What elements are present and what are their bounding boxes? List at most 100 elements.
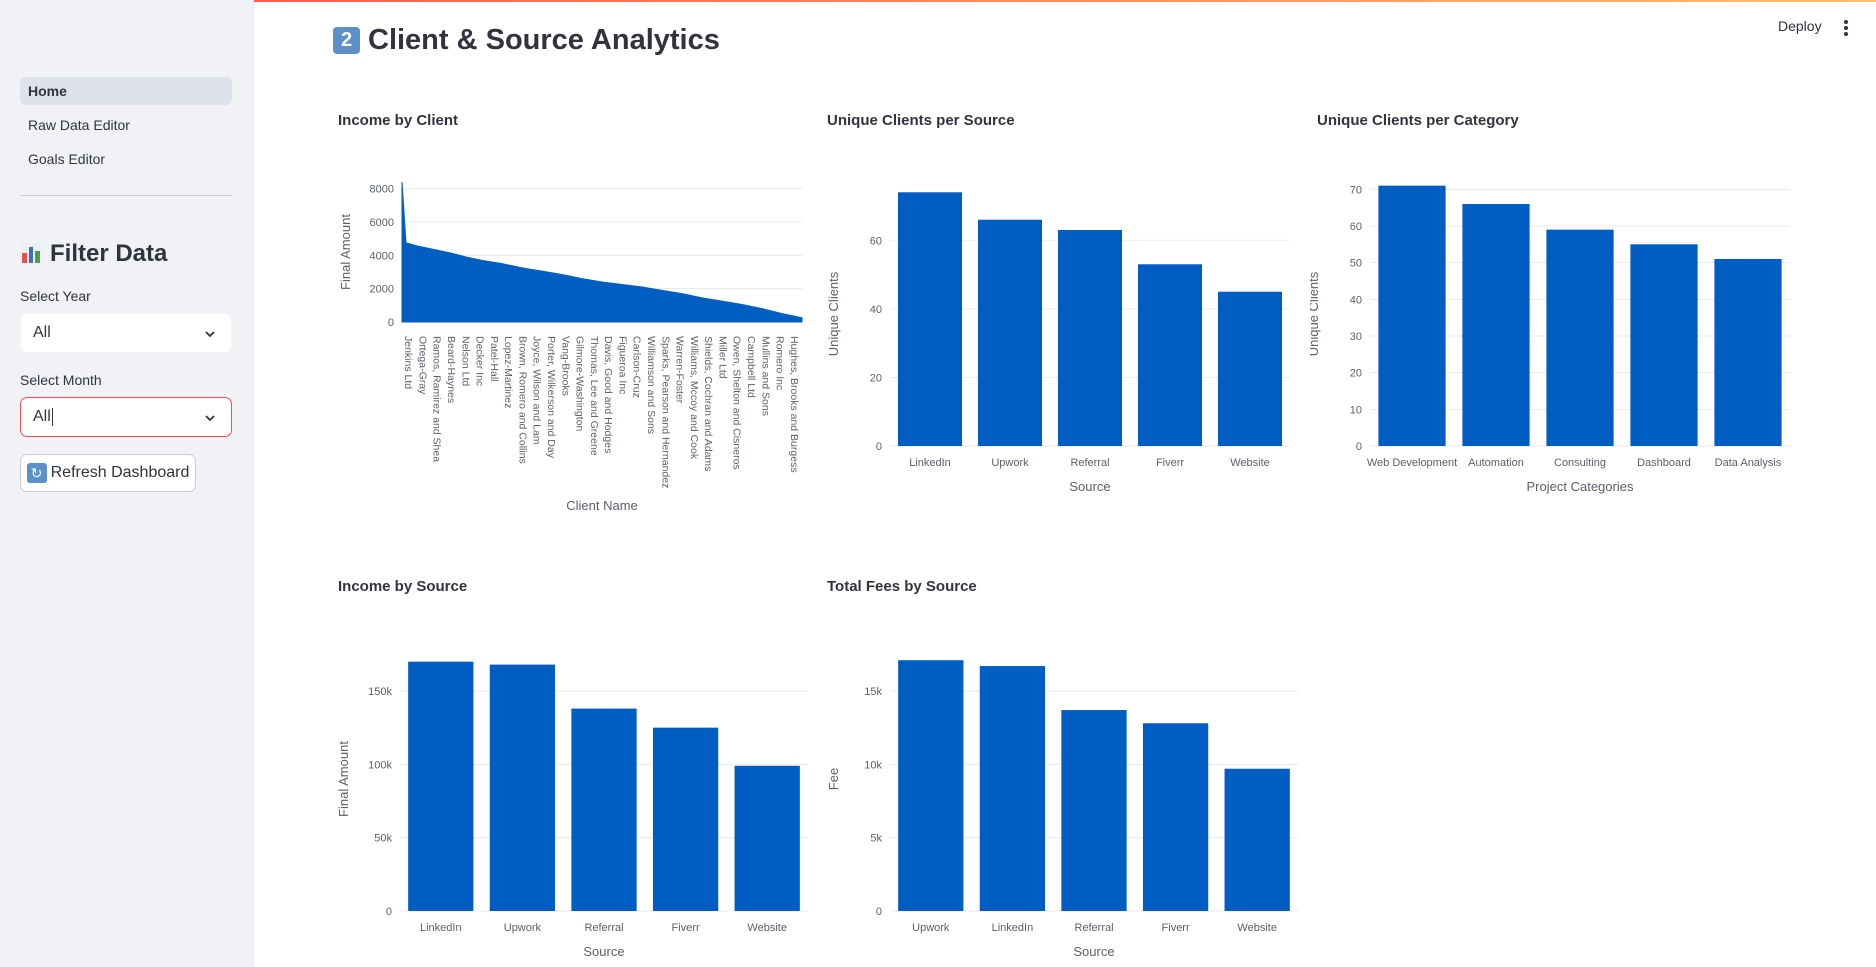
y-axis-label: Final Amount	[338, 214, 353, 290]
x-tick-label: Brown, Romero and Collins	[516, 336, 528, 464]
y-tick-label: 50	[1350, 258, 1362, 270]
bar	[1462, 204, 1530, 446]
x-tick-label: Williamson and Sons	[645, 336, 657, 434]
select-year-dropdown[interactable]: All	[20, 313, 232, 353]
chart-unique-clients-per-source: 0 20 40 60 Unique Clients LinkedIn Upwork Refer…	[826, 192, 1290, 494]
y-tick-label: 0	[876, 441, 882, 453]
chart-title-unique-clients-per-source: Unique Clients per Source	[827, 112, 1015, 129]
y-tick-label: 5k	[870, 833, 882, 845]
select-year-label: Select Year	[20, 288, 91, 304]
x-tick-label: Fiverr	[672, 922, 700, 934]
x-tick-label: Web Development	[1367, 457, 1457, 469]
bar	[898, 192, 962, 446]
y-tick-label: 40	[870, 304, 882, 316]
chevron-down-icon	[205, 415, 215, 422]
x-tick-label: Thomas, Lee and Greene	[588, 336, 600, 456]
bar	[571, 708, 637, 911]
bar	[1714, 259, 1782, 446]
chart-title-income-by-source: Income by Source	[338, 578, 468, 595]
y-tick-label: 40	[1350, 294, 1362, 306]
x-tick-label: Carlson-Cruz	[631, 336, 643, 398]
x-tick-label: LinkedIn	[909, 457, 951, 469]
x-tick-label: Vang-Brooks	[559, 336, 571, 396]
bar	[1142, 723, 1209, 911]
bar	[979, 666, 1046, 911]
y-tick-label: 0	[386, 906, 392, 918]
chart-title-unique-clients-per-category: Unique Clients per Category	[1317, 112, 1519, 129]
y-tick-label: 8000	[370, 184, 394, 196]
x-axis-label: Project Categories	[1527, 479, 1634, 494]
y-tick-label: 0	[876, 906, 882, 918]
nav-item-goals-editor[interactable]: Goals Editor	[28, 151, 106, 167]
x-tick-label: Decker Inc	[474, 336, 486, 386]
deploy-button[interactable]: Deploy	[1778, 18, 1822, 34]
x-tick-label: Upwork	[991, 457, 1029, 469]
sidebar-nav: Home Raw Data Editor Goals Editor	[20, 77, 232, 179]
x-tick-label: Patel-Hall	[488, 336, 500, 382]
y-tick-label: 20	[1350, 368, 1362, 380]
y-tick-label: 10	[1350, 404, 1362, 416]
select-month-dropdown[interactable]: All	[20, 397, 232, 437]
x-tick-label: Website	[1237, 922, 1277, 934]
bar	[1138, 264, 1202, 446]
x-tick-label: Ortega-Gray	[416, 336, 428, 395]
x-tick-label: Website	[1230, 457, 1270, 469]
x-tick-label: Consulting	[1554, 457, 1606, 469]
bar	[1378, 185, 1446, 446]
kebab-menu-icon[interactable]	[1838, 18, 1854, 38]
bar	[1058, 230, 1122, 446]
y-tick-label: 70	[1350, 184, 1362, 196]
x-tick-label: Fiverr	[1156, 457, 1184, 469]
bar	[1224, 768, 1290, 911]
x-tick-label: Figueroa Inc	[616, 336, 628, 394]
x-tick-label: Mullins and Sons	[759, 336, 771, 416]
refresh-dashboard-label: Refresh Dashboard	[50, 464, 190, 481]
x-tick-label: Gilmore-Washington	[574, 336, 586, 431]
x-tick-label: Warren-Foster	[674, 336, 686, 404]
x-axis-label: Source	[1073, 944, 1114, 959]
x-tick-label: Williams, Mccoy and Cook	[688, 336, 700, 460]
x-tick-label: Dashboard	[1637, 457, 1691, 469]
page-title: 2 Client & Source Analytics	[333, 24, 720, 57]
x-tick-label: Joyce, Wilson and Lam	[531, 336, 543, 445]
x-tick-label: Upwork	[912, 922, 950, 934]
select-year-value: All	[33, 324, 51, 341]
bar	[734, 765, 800, 911]
bar-chart-icon	[20, 243, 42, 265]
filter-heading: Filter Data	[20, 240, 167, 268]
refresh-dashboard-button[interactable]: ↻ Refresh Dashboard	[20, 454, 196, 492]
x-tick-label: Shields, Cochran and Adams	[702, 336, 714, 471]
x-tick-label: Romero Inc	[774, 336, 786, 390]
y-tick-label: 50k	[374, 833, 392, 845]
x-tick-label: Beard-Haynes	[445, 336, 457, 403]
bar	[978, 219, 1042, 446]
y-tick-label: 6000	[370, 217, 394, 229]
bar	[489, 664, 556, 911]
chart-total-fees-by-source: 0 5k 10k 15k Fee Upwork LinkedIn Referral Fiverr…	[826, 660, 1298, 959]
y-tick-label: 60	[1350, 221, 1362, 233]
y-axis-label: Unique Clients	[826, 271, 841, 356]
y-tick-label: 4000	[370, 250, 394, 262]
x-tick-label: Campbell Ltd	[745, 336, 757, 398]
y-axis-label: Final Amount	[336, 741, 351, 817]
nav-item-raw-data-editor[interactable]: Raw Data Editor	[28, 117, 130, 133]
y-tick-label: 15k	[864, 686, 882, 698]
x-tick-label: Davis, Good and Hodges	[602, 336, 614, 453]
y-tick-label: 2000	[370, 284, 394, 296]
x-tick-label: Miller Ltd	[716, 336, 728, 379]
x-tick-label: Nelson Ltd	[459, 336, 471, 386]
keycap-2-icon: 2	[333, 27, 360, 54]
bar	[898, 660, 964, 911]
x-tick-label: Website	[747, 922, 787, 934]
x-tick-label: Hughes, Brooks and Burgess	[788, 336, 800, 473]
x-tick-label: Automation	[1468, 457, 1524, 469]
x-tick-label: Referral	[584, 922, 623, 934]
y-tick-label: 30	[1350, 331, 1362, 343]
top-accent-line	[0, 0, 1876, 2]
chart-title-total-fees-by-source: Total Fees by Source	[827, 578, 977, 595]
select-month-value: All	[33, 408, 51, 425]
nav-item-home[interactable]: Home	[20, 77, 232, 105]
y-tick-label: 60	[870, 235, 882, 247]
chart-income-by-client: 0 2000 4000 6000 8000 Final Amount Jenkins Ltd…	[338, 181, 803, 513]
sidebar-divider	[20, 195, 232, 196]
